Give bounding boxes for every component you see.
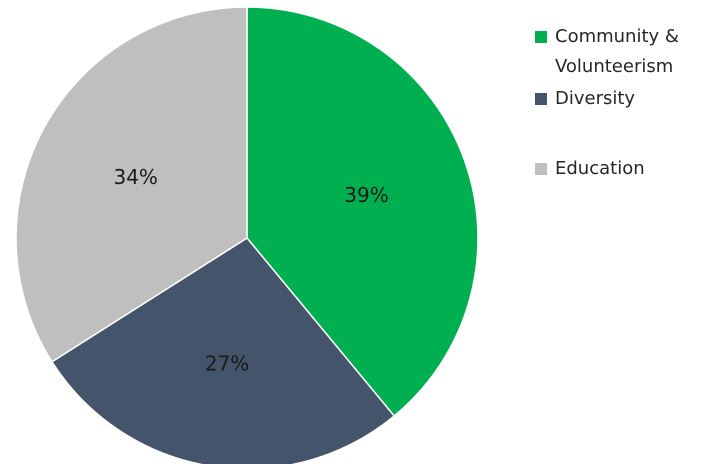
legend-label-diversity: Diversity xyxy=(555,88,636,109)
pie-slice-community-volunteerism xyxy=(246,6,479,418)
data-label-education: 34% xyxy=(113,165,157,189)
legend-swatch-diversity xyxy=(535,93,547,105)
pie-labels: 39% 27% 34% xyxy=(113,165,388,376)
legend-swatch-community-volunteerism xyxy=(535,31,547,43)
legend-label-education: Education xyxy=(555,158,645,179)
data-label-diversity: 27% xyxy=(205,352,249,376)
legend-item-education: Education xyxy=(535,154,715,184)
chart-legend: Community & Volunteerism Diversity Educa… xyxy=(535,22,715,184)
legend-swatch-education xyxy=(535,163,547,175)
legend-label-community-volunteerism: Community & Volunteerism xyxy=(555,26,679,77)
pie-slice-diversity xyxy=(50,237,396,464)
legend-item-diversity: Diversity xyxy=(535,84,715,114)
legend-item-community-volunteerism: Community & Volunteerism xyxy=(535,22,715,82)
data-label-community-volunteerism: 39% xyxy=(344,183,388,207)
pie-slices xyxy=(15,6,479,464)
pie-slice-education xyxy=(15,6,248,363)
